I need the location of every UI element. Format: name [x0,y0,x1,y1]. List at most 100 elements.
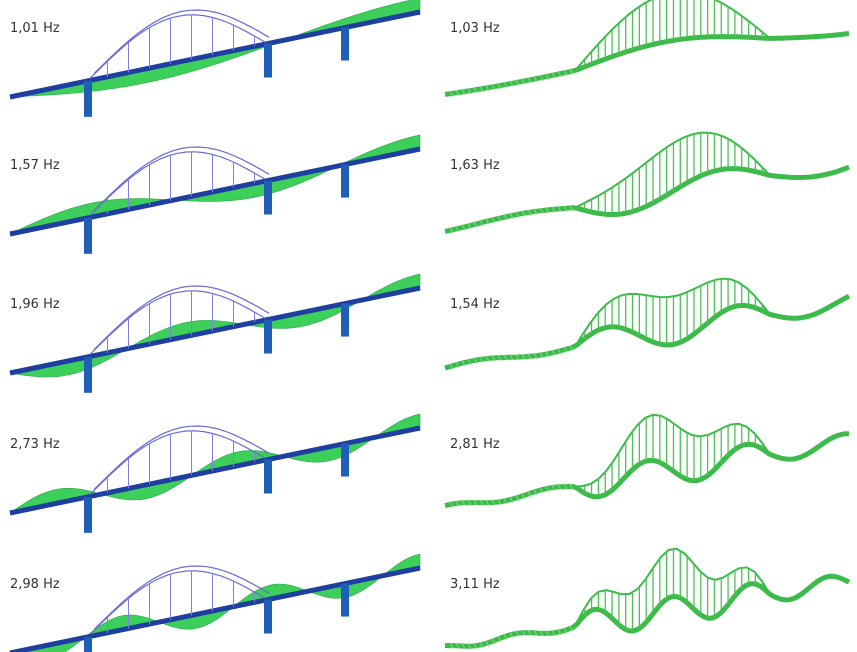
girder [479,356,484,363]
girder [557,628,562,636]
deck [9,285,421,376]
girder [497,498,502,506]
girder [509,354,514,361]
girder [551,629,556,637]
girder [503,213,508,221]
girder [473,357,478,364]
pier [341,583,349,617]
arch [93,146,270,212]
girder [539,74,544,82]
arch [93,9,270,75]
girder [521,629,526,637]
deck [9,146,421,237]
arch [89,430,266,495]
arch [574,277,771,348]
girder [485,640,490,647]
girder [497,215,502,222]
girder [563,346,568,354]
girder [557,348,562,355]
pier [264,459,272,494]
frequency-label: 1,63 Hz [450,158,500,173]
pier [84,80,92,117]
girder [497,354,502,361]
pier [84,636,92,652]
girder [455,361,460,368]
girder [521,78,526,85]
pier [341,164,349,198]
frequency-label: 2,98 Hz [10,577,60,592]
girder [491,638,496,645]
deck [444,164,850,234]
girder [467,358,472,365]
girder [551,484,556,491]
girder [509,496,514,503]
girder [455,89,460,97]
girder [515,79,520,86]
girder [479,85,484,93]
girder [563,483,568,490]
deck [444,31,850,97]
arch [574,131,771,209]
girder [473,86,478,94]
deck [9,425,421,516]
girder [545,630,550,637]
girder [551,349,556,357]
girder [533,352,538,360]
girder [461,359,466,367]
pier [264,319,272,354]
deck [444,293,851,371]
frequency-label: 1,54 Hz [450,297,500,312]
girder [563,205,568,212]
pier [341,443,349,477]
girder [503,81,508,89]
arch [574,547,771,628]
girder [569,204,574,212]
girder [563,69,568,77]
arch [89,570,266,635]
girder [479,499,484,506]
deck [9,9,421,100]
mode-row: 2,73 Hz 2,81 Hz [9,413,850,533]
girder [467,499,472,506]
frequency-label: 2,73 Hz [10,437,60,452]
frequency-label: 2,81 Hz [450,437,500,452]
girder [557,205,562,213]
girder [521,353,526,361]
girder [449,363,454,370]
deck [444,431,850,509]
girder [497,82,502,90]
girder [485,355,490,362]
pier [264,43,272,78]
arch [574,0,771,72]
girder [533,208,538,215]
girder [467,87,472,95]
girder [545,206,550,214]
frequency-label: 1,57 Hz [10,158,60,173]
frequency-label: 1,96 Hz [10,297,60,312]
pier [84,217,92,254]
girder [569,483,574,490]
girder [473,221,478,228]
pier [84,496,92,533]
girder [467,222,472,230]
girder [497,635,502,643]
girder [509,80,514,87]
girder [449,501,454,508]
girder [569,68,574,75]
arch [93,285,270,351]
girder [545,73,550,80]
pier [341,27,349,61]
girder [545,350,550,358]
girder [479,641,484,649]
girder [545,485,550,492]
girder [449,227,454,234]
pier [264,599,272,634]
girder [539,207,544,215]
girder [515,630,520,637]
girder [557,483,562,491]
girder [461,642,466,650]
girder [461,499,466,507]
girder [479,219,484,227]
girder [527,490,532,498]
